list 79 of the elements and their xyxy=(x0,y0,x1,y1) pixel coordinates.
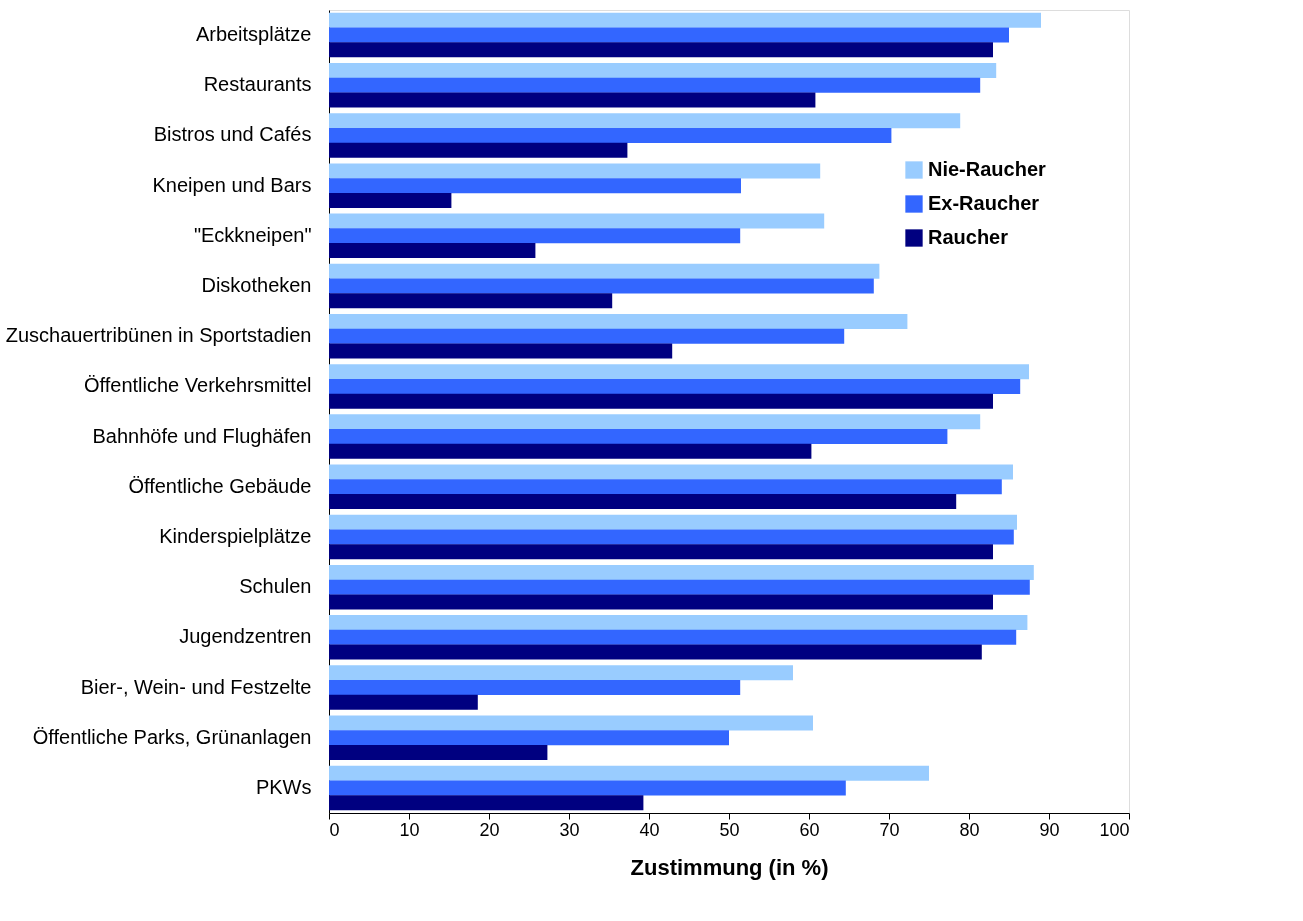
bar xyxy=(329,629,1017,645)
y-tick-label: "Eckkneipen" xyxy=(193,223,312,246)
y-tick-label: Öffentliche Gebäude xyxy=(128,474,312,497)
x-tick-label: 70 xyxy=(879,819,900,840)
bar xyxy=(329,694,478,710)
x-axis-title: Zustimmung (in %) xyxy=(630,854,829,880)
bar xyxy=(329,92,816,108)
bar xyxy=(329,765,929,781)
bar xyxy=(329,644,982,660)
y-tick-label: PKWs xyxy=(255,775,312,798)
bar xyxy=(329,213,825,229)
y-tick-label: Kinderspielplätze xyxy=(159,524,312,547)
y-tick-label: Jugendzentren xyxy=(179,625,312,648)
bar xyxy=(329,293,613,309)
y-tick-label: Schulen xyxy=(239,575,312,598)
y-tick-label: Arbeitsplätze xyxy=(195,23,312,46)
bar xyxy=(329,77,981,93)
bar xyxy=(329,665,793,681)
y-tick-label: Kneipen und Bars xyxy=(152,173,312,196)
bar xyxy=(329,429,948,445)
bar xyxy=(329,494,957,509)
bar xyxy=(329,27,1009,43)
bar xyxy=(329,744,548,760)
y-tick-label: Bier-, Wein- und Festzelte xyxy=(80,675,312,698)
legend-label: Ex-Raucher xyxy=(928,192,1040,214)
bar xyxy=(329,127,892,143)
bar xyxy=(329,780,846,796)
bar xyxy=(329,680,741,696)
x-tick-label: 50 xyxy=(719,819,740,840)
x-tick-label: 10 xyxy=(399,819,420,840)
bar xyxy=(329,615,1028,631)
bar xyxy=(329,364,1029,380)
bar xyxy=(329,63,997,79)
x-tick-label: 90 xyxy=(1039,819,1060,840)
y-tick-label: Bistros und Cafés xyxy=(153,123,312,146)
bar xyxy=(329,514,1017,530)
bar xyxy=(329,163,821,179)
bar xyxy=(329,328,845,344)
y-tick-label: Bahnhöfe und Flughäfen xyxy=(92,424,312,447)
bar xyxy=(329,243,536,259)
bar xyxy=(329,579,1030,595)
bar xyxy=(329,479,1002,495)
legend-label: Nie-Raucher xyxy=(928,158,1047,180)
y-tick-label: Öffentliche Verkehrsmittel xyxy=(83,374,312,397)
bar xyxy=(329,594,993,610)
bar xyxy=(329,228,741,244)
bar xyxy=(329,378,1021,394)
x-tick-label: 0 xyxy=(329,819,340,840)
x-tick-label: 60 xyxy=(799,819,820,840)
bar xyxy=(329,142,628,158)
bar xyxy=(329,343,673,359)
bar xyxy=(329,393,993,409)
legend-label: Raucher xyxy=(928,226,1009,248)
bar xyxy=(329,278,874,294)
bar xyxy=(329,464,1013,480)
bar xyxy=(329,414,981,430)
bar xyxy=(329,544,993,560)
bar xyxy=(329,314,908,329)
y-tick-label: Diskotheken xyxy=(201,274,312,297)
bar xyxy=(329,42,993,58)
bar xyxy=(329,529,1014,545)
bar xyxy=(329,443,812,459)
x-tick-label: 20 xyxy=(479,819,500,840)
bar xyxy=(329,730,729,746)
bar xyxy=(329,178,741,194)
y-tick-label: Restaurants xyxy=(203,73,312,96)
bar xyxy=(329,564,1034,580)
bar xyxy=(329,113,961,129)
bar xyxy=(329,795,644,811)
x-tick-label: 40 xyxy=(639,819,660,840)
x-tick-label: 100 xyxy=(1099,819,1130,840)
bar xyxy=(329,715,813,731)
bar xyxy=(329,12,1041,28)
y-tick-label: Öffentliche Parks, Grünanlagen xyxy=(32,725,312,748)
bar xyxy=(329,192,452,208)
x-tick-label: 80 xyxy=(959,819,980,840)
bar xyxy=(329,263,880,279)
y-tick-label: Zuschauertribünen in Sportstadien xyxy=(5,324,312,347)
x-tick-label: 30 xyxy=(559,819,580,840)
